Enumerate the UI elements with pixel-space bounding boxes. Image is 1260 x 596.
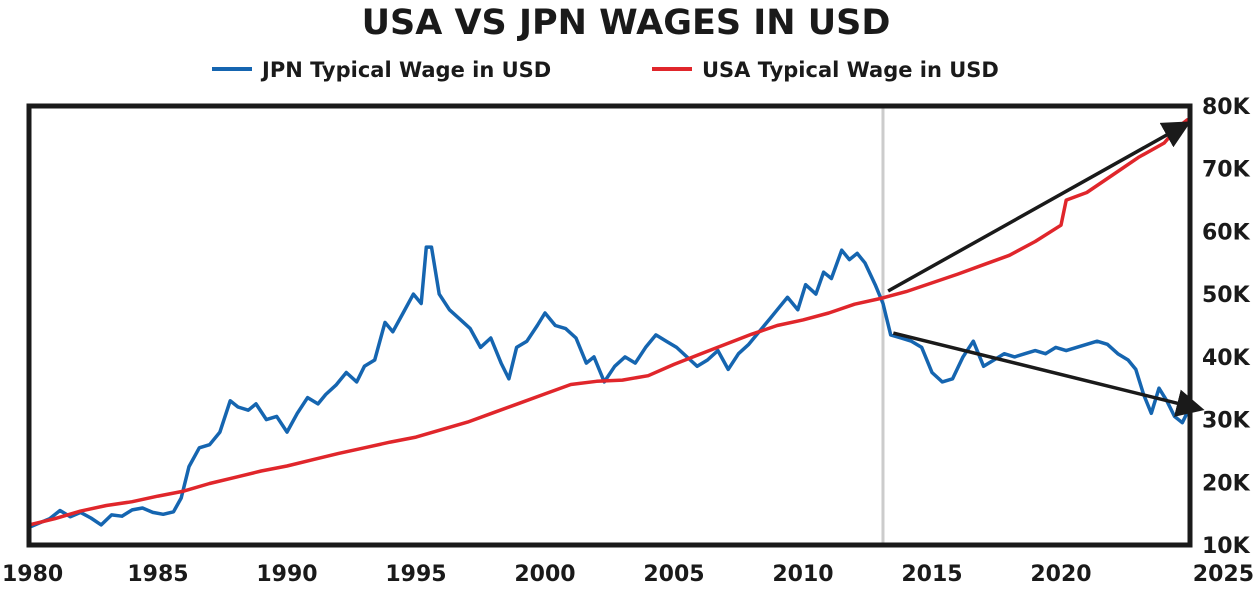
series-line-jpn — [27, 245, 1192, 530]
y-tick-label: 60K — [1202, 220, 1251, 245]
x-tick-label: 2010 — [772, 562, 833, 587]
y-tick-label: 70K — [1202, 158, 1251, 183]
y-tick-label: 10K — [1202, 534, 1251, 559]
y-axis: 10K 20K 30K 40K 50K 60K 70K 80K — [1202, 95, 1251, 559]
plot-background — [29, 106, 1190, 545]
y-tick-label: 40K — [1202, 346, 1251, 371]
legend-label-usa: USA Typical Wage in USD — [702, 58, 999, 82]
x-tick-label: 1980 — [2, 562, 63, 587]
x-tick-label: 2005 — [643, 562, 704, 587]
x-tick-label: 2020 — [1030, 562, 1091, 587]
y-tick-label: 80K — [1202, 95, 1251, 120]
legend: JPN Typical Wage in USD USA Typical Wage… — [212, 58, 999, 82]
x-tick-label: 1995 — [385, 562, 446, 587]
series-line-usa — [27, 118, 1190, 527]
y-tick-label: 30K — [1202, 409, 1251, 434]
x-axis: 1980 1985 1990 1995 2000 2005 2010 2015 2020 2025 — [2, 562, 1254, 587]
x-tick-label: 2000 — [514, 562, 575, 587]
x-tick-label: 1985 — [127, 562, 188, 587]
plot-frame — [26, 103, 1193, 548]
x-tick-label: 2015 — [901, 562, 962, 587]
x-tick-label: 1990 — [256, 562, 317, 587]
legend-label-jpn: JPN Typical Wage in USD — [260, 58, 551, 82]
chart-title: USA VS JPN WAGES IN USD — [362, 3, 891, 43]
plot-area — [26, 103, 1205, 548]
trend-arrow-2 — [892, 331, 1205, 417]
trend-arrow-1 — [887, 121, 1191, 293]
x-tick-label: 2025 — [1193, 562, 1254, 587]
y-tick-label: 50K — [1202, 283, 1251, 308]
y-tick-label: 20K — [1202, 471, 1251, 496]
